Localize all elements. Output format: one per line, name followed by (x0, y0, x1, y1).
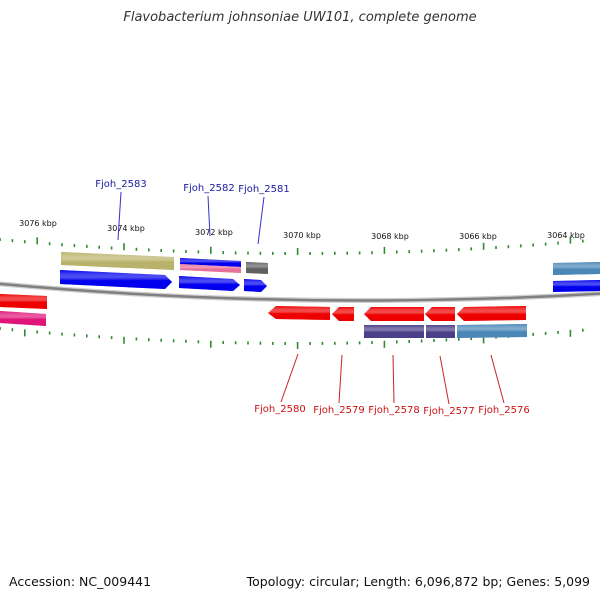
callout-line (257, 196, 265, 245)
cds-forward-2581 (244, 279, 267, 292)
gene-label: Fjoh_2578 (368, 405, 419, 416)
gene-features (0, 252, 600, 338)
callout-line (439, 355, 450, 405)
callout-line (280, 353, 299, 403)
cds-reverse-2578 (364, 307, 424, 321)
callout-line (207, 195, 211, 237)
callout-line (490, 354, 505, 404)
gene-label: Fjoh_2576 (478, 405, 529, 416)
cds-forward-2582 (179, 276, 240, 291)
cds-forward-2583 (60, 270, 172, 289)
scale-label: 3074 kbp (107, 224, 145, 233)
feature-pink-2582 (180, 264, 241, 273)
callout-line (338, 354, 343, 404)
cds-reverse-2579 (332, 307, 354, 321)
scale-label: 3064 kbp (547, 231, 585, 240)
gene-label: Fjoh_2581 (238, 184, 289, 195)
feature-purple-2578 (364, 325, 424, 338)
cds-reverse-2580 (268, 306, 330, 320)
scale-label: 3066 kbp (459, 232, 497, 241)
accession-label: Accession: NC_009441 (9, 574, 152, 589)
scale-label: 3070 kbp (283, 231, 321, 240)
callout-line (117, 191, 122, 241)
feature-magenta-left (0, 311, 46, 326)
gene-callouts: Fjoh_2583 Fjoh_2582 Fjoh_2581 Fjoh_2580 Fjoh… (95, 179, 529, 417)
cds-reverse-2576 (457, 306, 526, 321)
gene-label: Fjoh_2583 (95, 179, 146, 190)
feature-steel-right (553, 262, 600, 275)
backbone-line (0, 282, 600, 302)
callout-line (392, 354, 395, 404)
feature-gray-2581 (246, 262, 268, 274)
scale-label: 3068 kbp (371, 232, 409, 241)
cds-reverse-2577 (425, 307, 455, 321)
gene-label: Fjoh_2579 (313, 405, 364, 416)
scale-ticks (0, 236, 584, 349)
feature-purple-2577 (426, 325, 455, 338)
cds-reverse-left (0, 294, 47, 309)
gene-label: Fjoh_2580 (254, 404, 305, 415)
scale-label: 3072 kbp (195, 228, 233, 237)
gene-label: Fjoh_2577 (423, 406, 474, 417)
scale-label: 3076 kbp (19, 219, 57, 228)
feature-steel-2576 (457, 324, 527, 338)
scale-labels: 3076 kbp 3074 kbp 3072 kbp 3070 kbp 3068 kbp… (19, 219, 585, 241)
feature-olive-2583 (61, 252, 174, 270)
topology-label: Topology: circular; Length: 6,096,872 bp… (246, 574, 590, 589)
map-title: Flavobacterium johnsoniae UW101, complet… (123, 10, 477, 25)
gene-label: Fjoh_2582 (183, 183, 234, 194)
genome-backbone (0, 281, 600, 304)
cds-forward-right (553, 280, 600, 292)
